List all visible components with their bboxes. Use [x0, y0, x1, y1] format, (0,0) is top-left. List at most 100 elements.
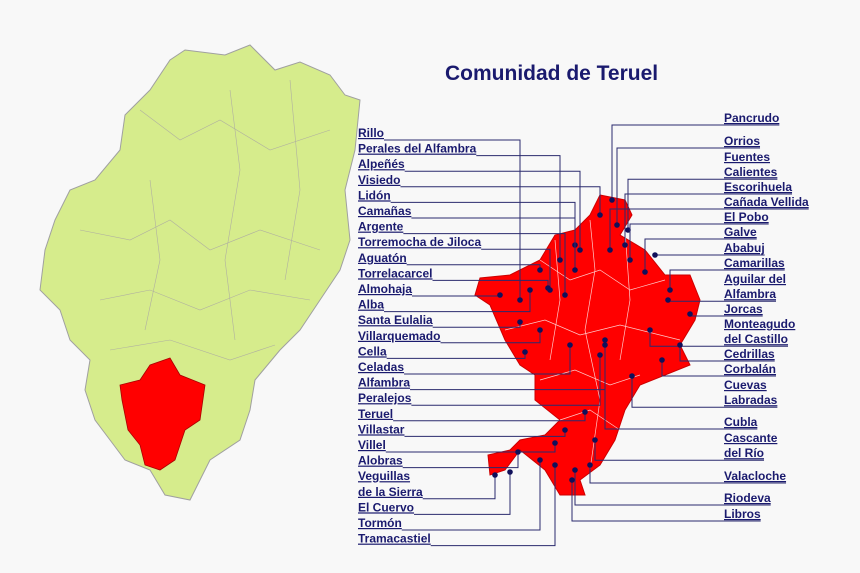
municipality-label: del Castillo	[724, 332, 788, 346]
municipality-label: Labradas	[724, 393, 778, 407]
aragon-map	[39, 44, 361, 501]
municipality-label: Villarquemado	[358, 329, 440, 343]
marker-dot	[537, 267, 543, 273]
marker-dot	[507, 469, 513, 475]
municipality-label: Libros	[724, 507, 761, 521]
marker-dot	[552, 440, 558, 446]
municipality-label: Argente	[358, 220, 404, 234]
leader-line	[384, 290, 531, 313]
marker-dot	[552, 462, 558, 468]
leader-line	[629, 223, 769, 260]
leader-line	[616, 147, 761, 225]
leader-line	[679, 345, 775, 362]
municipality-label: Monteagudo	[724, 317, 795, 331]
municipality-label: Ababuj	[724, 241, 765, 255]
municipality-label: Fuentes	[724, 150, 770, 164]
leader-line	[604, 345, 758, 430]
leader-line	[649, 330, 789, 347]
leader-line	[574, 470, 771, 506]
municipality-label: Cuevas	[724, 378, 767, 392]
leader-line	[411, 217, 576, 270]
leader-line	[414, 472, 511, 515]
leader-line	[571, 480, 761, 522]
municipality-label: Pancrudo	[724, 111, 779, 125]
municipality-label: El Pobo	[724, 210, 769, 224]
municipality-label: Lidón	[358, 188, 391, 202]
leader-line	[402, 452, 519, 469]
teruel-map	[474, 194, 701, 496]
leader-line	[609, 208, 809, 250]
marker-dot	[625, 227, 631, 233]
municipality-label: Peralejos	[358, 391, 412, 405]
municipality-label: El Cuervo	[358, 500, 414, 514]
marker-dot	[572, 467, 578, 473]
municipality-label: Villastar	[358, 422, 405, 436]
leader-line	[440, 330, 541, 344]
marker-dot	[569, 477, 575, 483]
municipality-label: Calientes	[724, 165, 778, 179]
marker-dot	[677, 342, 683, 348]
municipality-label: Aguatón	[358, 251, 407, 265]
municipality-label: Rillo	[358, 126, 384, 140]
marker-dot	[652, 252, 658, 258]
leader-line	[400, 186, 601, 215]
municipality-label: Alpeñés	[358, 157, 405, 171]
marker-dot	[572, 267, 578, 273]
marker-dot	[557, 257, 563, 263]
municipality-label: Cañada Vellida	[724, 195, 809, 209]
municipality-label: Cubla	[724, 415, 758, 429]
marker-dot	[597, 212, 603, 218]
marker-dot	[562, 427, 568, 433]
marker-dot	[597, 352, 603, 358]
municipality-label: Jorcas	[724, 302, 763, 316]
municipality-label: Cella	[358, 344, 387, 358]
marker-dot	[622, 242, 628, 248]
municipality-label: Valacloche	[724, 469, 786, 483]
municipality-label: Orrios	[724, 134, 760, 148]
marker-dot	[614, 222, 620, 228]
marker-dot	[567, 342, 573, 348]
leader-line	[384, 139, 521, 300]
marker-dot	[629, 373, 635, 379]
title: Comunidad de Teruel	[445, 62, 658, 85]
municipality-label: Alfambra	[358, 376, 410, 390]
municipality-label: Veguillas	[358, 469, 410, 483]
marker-dot	[582, 409, 588, 415]
municipality-label: Almohaja	[358, 282, 412, 296]
leader-line	[631, 376, 778, 408]
leader-line	[430, 465, 556, 547]
municipality-label: Torremocha de Jiloca	[358, 235, 481, 249]
municipality-label: Torrelacarcel	[358, 266, 433, 280]
marker-dot	[537, 457, 543, 463]
marker-dot	[537, 327, 543, 333]
municipality-label: Galve	[724, 225, 757, 239]
marker-dot	[642, 269, 648, 275]
marker-dot	[577, 247, 583, 253]
leader-line	[386, 352, 526, 359]
marker-dot	[665, 297, 671, 303]
leader-line	[403, 233, 566, 295]
municipality-label: Riodeva	[724, 491, 771, 505]
marker-dot	[602, 337, 608, 343]
municipality-label: del Río	[724, 446, 764, 460]
leader-line	[393, 412, 586, 422]
leader-line	[404, 345, 571, 375]
marker-dot	[667, 287, 673, 293]
municipality-label: de la Sierra	[358, 485, 423, 499]
marker-dot	[492, 472, 498, 478]
leader-line	[624, 193, 793, 245]
marker-dot	[687, 311, 693, 317]
municipality-label: Camarillas	[724, 256, 785, 270]
leader-line	[594, 440, 765, 461]
municipality-label: Corbalán	[724, 362, 776, 376]
leader-line	[644, 238, 757, 272]
marker-dot	[545, 285, 551, 291]
marker-dot	[602, 342, 608, 348]
marker-dot	[527, 287, 533, 293]
municipality-label: Alobras	[358, 454, 403, 468]
leader-line	[476, 155, 561, 260]
leader-line	[385, 443, 556, 453]
municipality-label: Santa Eulalia	[358, 313, 433, 327]
leader-line	[422, 475, 496, 500]
